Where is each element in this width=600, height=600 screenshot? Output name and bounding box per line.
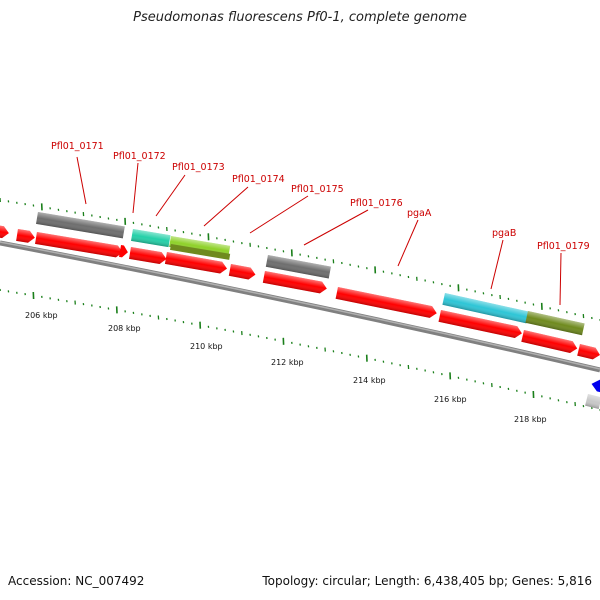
feature-teal-1 xyxy=(131,229,171,248)
leader-line xyxy=(76,156,87,205)
leader-line xyxy=(155,174,186,217)
kbp-label: 216 kbp xyxy=(434,395,467,404)
cds-arrow-track xyxy=(0,225,600,410)
cds-arrow xyxy=(16,229,35,243)
leader-line xyxy=(303,209,369,246)
kbp-label: 208 kbp xyxy=(108,324,141,333)
gene-label: Pfl01_0171 xyxy=(51,141,104,152)
leader-line xyxy=(249,195,309,234)
kbp-labels: 206 kbp 208 kbp 210 kbp 212 kbp 214 kbp … xyxy=(25,311,547,424)
kbp-label: 212 kbp xyxy=(271,358,304,367)
feature-light-gray xyxy=(585,394,600,410)
cds-arrow xyxy=(35,232,123,258)
cds-arrow xyxy=(164,252,228,274)
cds-arrow xyxy=(577,344,600,360)
cds-arrow xyxy=(228,264,256,280)
feature-gray-1 xyxy=(36,212,125,239)
topology-text: Topology: circular; Length: 6,438,405 bp… xyxy=(262,574,592,588)
genome-backbone xyxy=(0,240,600,373)
cds-arrow xyxy=(335,287,437,318)
accession-text: Accession: NC_007492 xyxy=(8,574,145,588)
kbp-label: 214 kbp xyxy=(353,376,386,385)
feature-olive-1 xyxy=(170,244,231,260)
kbp-label: 218 kbp xyxy=(514,415,547,424)
kbp-label: 206 kbp xyxy=(25,311,58,320)
leader-line xyxy=(397,219,419,267)
cds-arrow xyxy=(262,271,327,294)
feature-cyan-1 xyxy=(442,293,529,324)
cds-arrow xyxy=(438,310,522,338)
gene-label: Pfl01_0172 xyxy=(113,151,166,162)
kbp-label: 210 kbp xyxy=(190,342,223,351)
gene-label: pgaB xyxy=(492,228,516,239)
map-title: Pseudomonas fluorescens Pf0-1, complete … xyxy=(133,10,467,25)
cds-arrow xyxy=(129,247,167,264)
gene-label: Pfl01_0175 xyxy=(291,184,344,195)
gene-label: Pfl01_0179 xyxy=(537,241,590,252)
leader-line xyxy=(490,239,504,290)
cds-arrow xyxy=(521,330,578,353)
gene-label: Pfl01_0173 xyxy=(172,162,225,173)
outer-tick-row xyxy=(0,197,600,322)
gene-label: Pfl01_0176 xyxy=(350,198,403,209)
feature-blue-arrow xyxy=(591,379,600,393)
outer-feature-track xyxy=(36,212,585,336)
feature-gray-2 xyxy=(265,255,331,279)
gene-label-leaders xyxy=(76,156,562,306)
gene-label: pgaA xyxy=(407,208,432,219)
leader-line xyxy=(203,186,249,227)
inner-tick-row xyxy=(0,288,600,412)
feature-olive-2 xyxy=(525,311,585,336)
gene-labels: Pfl01_0171 Pfl01_0172 Pfl01_0173 Pfl01_0… xyxy=(51,141,590,252)
gene-label: Pfl01_0174 xyxy=(232,174,285,185)
leader-line xyxy=(559,252,562,306)
cds-arrow xyxy=(119,245,128,258)
cds-arrow xyxy=(0,225,9,239)
leader-line xyxy=(132,162,139,214)
